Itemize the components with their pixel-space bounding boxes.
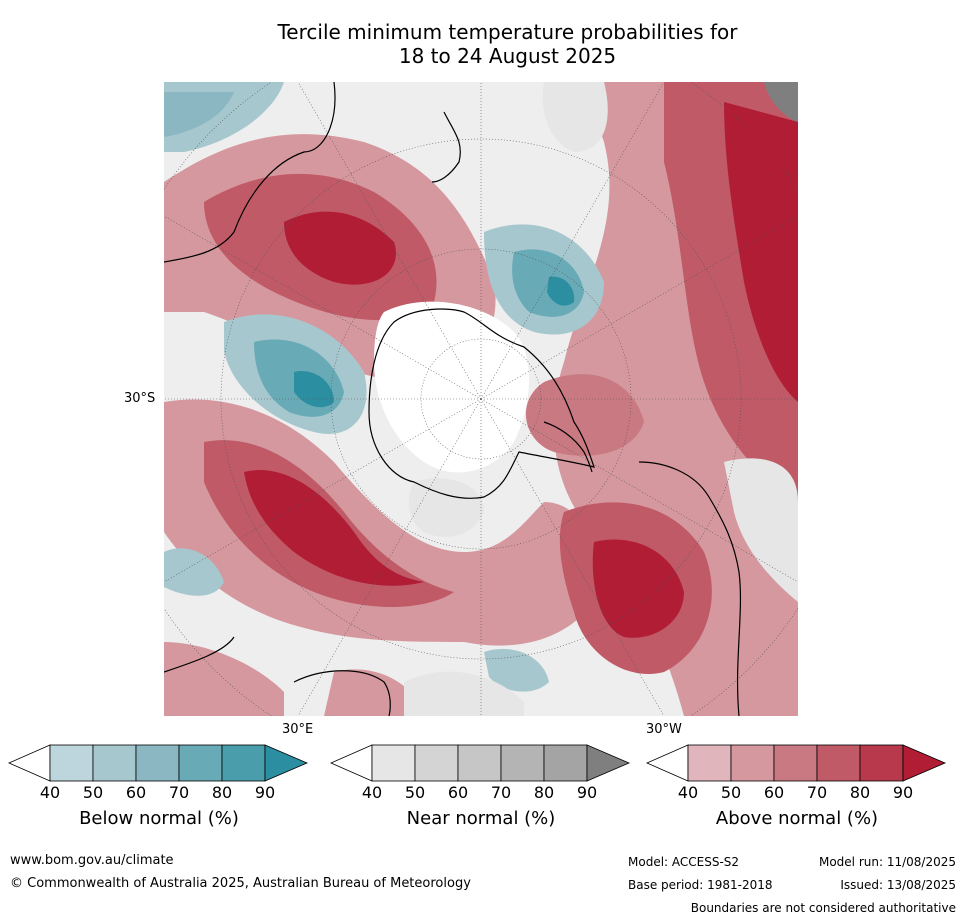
colorbar-tick-label: 50	[404, 783, 426, 802]
colorbar-tick-label: 70	[490, 783, 512, 802]
colorbar-below-normal	[8, 744, 309, 782]
colorbar-tick-label: 80	[533, 783, 555, 802]
colorbar-tick-label: 90	[892, 783, 914, 802]
colorbar-segment	[859, 744, 904, 782]
colorbar-tick-label: 40	[677, 783, 699, 802]
colorbar-tick-label: 70	[806, 783, 828, 802]
colorbar-tick-label: 90	[254, 783, 276, 802]
colorbar-tick-label: 50	[720, 783, 742, 802]
colorbar-segment	[773, 744, 818, 782]
colorbar-segment	[730, 744, 775, 782]
antarctica-outline	[368, 308, 595, 499]
colorbar-segment	[816, 744, 861, 782]
colorbar-extend-high	[902, 744, 947, 782]
colorbar-near-title: Near normal (%)	[406, 808, 556, 829]
colorbar-tick-label: 40	[361, 783, 383, 802]
colorbar-segment	[543, 744, 588, 782]
colorbar-extend-high	[264, 744, 309, 782]
colorbar-segment	[178, 744, 223, 782]
model-text: Model: ACCESS-S2	[628, 855, 740, 869]
colorbar-above-title: Above normal (%)	[715, 808, 879, 829]
map-svg	[164, 82, 798, 716]
model-run-text: Model run: 11/08/2025	[818, 855, 956, 869]
near-normal-shading	[374, 82, 798, 716]
colorbar-tick-label: 40	[39, 783, 61, 802]
probability-map	[164, 82, 798, 716]
colorbar-segment	[221, 744, 266, 782]
base-period-text: Base period: 1981-2018	[628, 878, 773, 892]
colorbar-segment	[371, 744, 416, 782]
colorbar-extend-high	[586, 744, 631, 782]
antarctic-peninsula-outline	[543, 421, 593, 473]
colorbar-tick-label: 50	[82, 783, 104, 802]
chart-title: Tercile minimum temperature probabilitie…	[160, 20, 855, 68]
longitude-label-30w: 30°W	[646, 722, 682, 737]
graticule	[164, 82, 798, 716]
colorbar-tick-label: 70	[168, 783, 190, 802]
colorbar-segment	[500, 744, 545, 782]
below-normal-shading	[164, 82, 604, 692]
colorbar-above-normal	[646, 744, 947, 782]
website-link[interactable]: www.bom.gov.au/climate	[10, 853, 174, 868]
colorbar-extend-low	[646, 744, 689, 782]
colorbar-tick-label: 90	[576, 783, 598, 802]
colorbar-segment	[49, 744, 94, 782]
south-america-outline	[638, 461, 742, 716]
colorbar-segment	[135, 744, 180, 782]
africa-outline	[164, 636, 391, 716]
copyright-text: © Commonwealth of Australia 2025, Austra…	[10, 876, 471, 891]
colorbar-tick-label: 80	[211, 783, 233, 802]
colorbar-tick-label: 80	[849, 783, 871, 802]
title-line-1: Tercile minimum temperature probabilitie…	[277, 20, 738, 44]
colorbar-tick-label: 60	[763, 783, 785, 802]
colorbar-extend-low	[8, 744, 51, 782]
disclaimer-text: Boundaries are not considered authoritat…	[690, 901, 956, 915]
colorbar-tick-label: 60	[125, 783, 147, 802]
colorbar-below-title: Below normal (%)	[79, 808, 239, 829]
colorbar-near-normal	[330, 744, 631, 782]
colorbar-tick-label: 60	[447, 783, 469, 802]
colorbar-extend-low	[330, 744, 373, 782]
issued-text: Issued: 13/08/2025	[840, 878, 956, 892]
colorbar-segment	[457, 744, 502, 782]
coastlines	[164, 82, 742, 716]
new-zealand-outline	[431, 111, 461, 183]
latitude-label-30s: 30°S	[124, 391, 156, 406]
colorbar-segment	[92, 744, 137, 782]
colorbar-segment	[687, 744, 732, 782]
longitude-label-30e: 30°E	[282, 722, 314, 737]
australia-outline	[164, 82, 336, 263]
title-line-2: 18 to 24 August 2025	[398, 44, 617, 68]
colorbar-segment	[414, 744, 459, 782]
